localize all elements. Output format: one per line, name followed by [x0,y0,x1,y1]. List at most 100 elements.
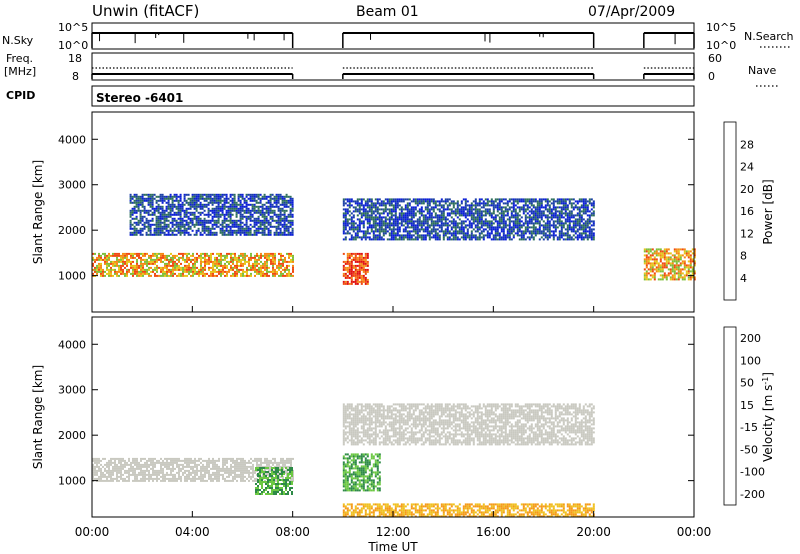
echo-cell [494,230,497,233]
echo-cell [368,204,371,207]
echo-cell [496,208,499,211]
echo-cell [580,234,583,237]
echo-cell [269,207,272,210]
echo-cell [444,202,447,205]
echo-cell [141,205,144,208]
echo-cell [364,214,367,217]
echo-cell [184,268,186,271]
echo-cell [289,203,292,206]
echo-cell [456,210,459,213]
echo-cell [209,209,212,212]
echo-cell [466,234,469,237]
echo-cell [291,223,294,226]
echo-cell [358,210,361,213]
echo-cell [370,206,373,209]
echo-cell [289,201,292,204]
echo-cell [144,457,146,460]
echo-cell [185,201,188,204]
echo-cell [677,254,680,257]
echo-cell [570,198,573,201]
echo-cell [396,206,399,209]
echo-cell [480,230,483,233]
echo-cell [168,465,170,468]
echo-cell [106,461,108,464]
nsky-panel: N.Sky 10^5 10^0 10^5 10^0 N.Search [2,21,794,52]
echo-cell [237,219,240,222]
echo-cell [168,457,170,460]
echo-cell [358,204,361,207]
echo-cell [116,479,118,482]
echo-cell [122,260,124,263]
echo-cell [364,200,367,203]
echo-cell [488,224,491,227]
echo-cell [358,220,361,223]
echo-cell [140,459,142,462]
echo-cell [586,226,589,229]
echo-cell [510,206,513,209]
echo-cell [184,258,186,261]
echo-cell [197,197,200,200]
echo-cell [390,222,393,225]
echo-cell [239,215,242,218]
echo-cell [102,457,104,460]
echo-cell [364,230,367,233]
echo-cell [486,234,489,237]
echo-cell [172,465,174,468]
freq-label-line1: Freq. [6,52,33,65]
echo-cell [424,218,427,221]
echo-cell [546,218,549,221]
echo-cell [275,199,278,202]
echo-cell [242,264,244,267]
echo-cell [152,461,154,464]
echo-cell [406,204,409,207]
echo-cell [166,258,168,261]
echo-cell [538,222,541,225]
echo-cell [244,262,246,265]
echo-cell [258,270,260,273]
echo-cell [164,254,166,257]
echo-cell [194,260,196,263]
echo-cell [418,230,421,233]
echo-cell [185,193,188,196]
echo-cell [358,270,361,273]
echo-cell [544,226,547,229]
echo-cell [264,256,266,259]
beam-title: Beam 01 [356,4,419,20]
echo-cell [488,228,491,231]
echo-cell [574,206,577,209]
echo-cell [494,218,497,221]
echo-cell [679,248,682,251]
echo-cell [484,220,487,223]
echo-cell [207,219,210,222]
echo-cell [578,216,581,219]
echo-cell [112,469,114,472]
echo-cell [548,224,551,227]
echo-cell [118,469,120,472]
echo-cell [191,199,194,202]
echo-cell [239,233,242,236]
echo-cell [236,274,238,277]
echo-cell [250,254,252,257]
echo-cell [586,222,589,225]
echo-cell [542,230,545,233]
echo-cell [376,236,379,239]
echo-cell [546,224,549,227]
echo-cell [185,219,188,222]
echo-cell [352,270,355,273]
echo-cell [424,228,427,231]
echo-cell [368,216,371,219]
echo-cell [136,272,138,275]
echo-cell [655,252,658,255]
echo-cell [282,272,284,275]
echo-cell [492,226,495,229]
echo-cell [354,282,357,285]
echo-cell [286,268,288,271]
echo-cell [281,233,284,236]
echo-cell [496,214,499,217]
echo-cell [217,225,220,228]
echo-cell [243,223,246,226]
echo-cell [193,203,196,206]
echo-cell [223,219,226,222]
echo-cell [584,226,587,229]
echo-cell [162,266,164,269]
